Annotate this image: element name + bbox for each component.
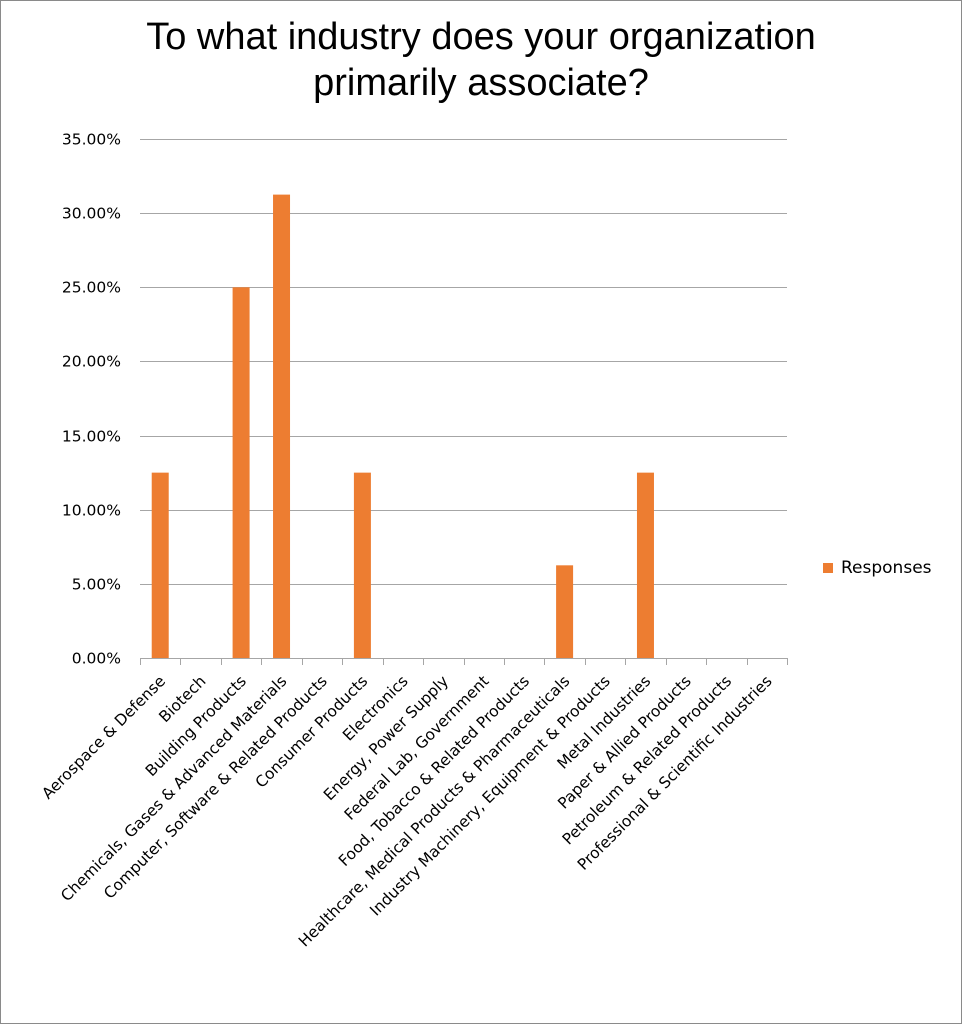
y-tick-label: 25.00% xyxy=(62,279,121,297)
y-tick-label: 20.00% xyxy=(62,353,121,371)
y-axis-ticks: 0.00% 5.00% 10.00% 15.00% 20.00% 25.00% 30.00%… xyxy=(62,131,121,668)
bar xyxy=(353,472,371,658)
bar xyxy=(232,287,250,658)
y-tick-label: 5.00% xyxy=(72,576,121,594)
bar xyxy=(151,472,169,658)
bar xyxy=(556,565,574,658)
chart-title-line-2: primarily associate? xyxy=(313,62,649,104)
x-axis xyxy=(140,658,788,665)
x-tick-label: Aerospace & Defense xyxy=(38,672,169,803)
bar xyxy=(273,194,291,658)
bar xyxy=(636,472,654,658)
y-tick-label: 30.00% xyxy=(62,205,121,223)
legend-swatch xyxy=(823,563,833,573)
legend: Responses xyxy=(823,557,932,579)
chart-title: To what industry does your organization … xyxy=(0,14,962,106)
bars xyxy=(151,194,654,658)
y-tick-label: 35.00% xyxy=(62,131,121,149)
y-tick-label: 0.00% xyxy=(72,650,121,668)
y-tick-label: 10.00% xyxy=(62,502,121,520)
legend-label: Responses xyxy=(841,558,932,578)
y-tick-label: 15.00% xyxy=(62,428,121,446)
chart-title-line-1: To what industry does your organization xyxy=(146,16,816,58)
